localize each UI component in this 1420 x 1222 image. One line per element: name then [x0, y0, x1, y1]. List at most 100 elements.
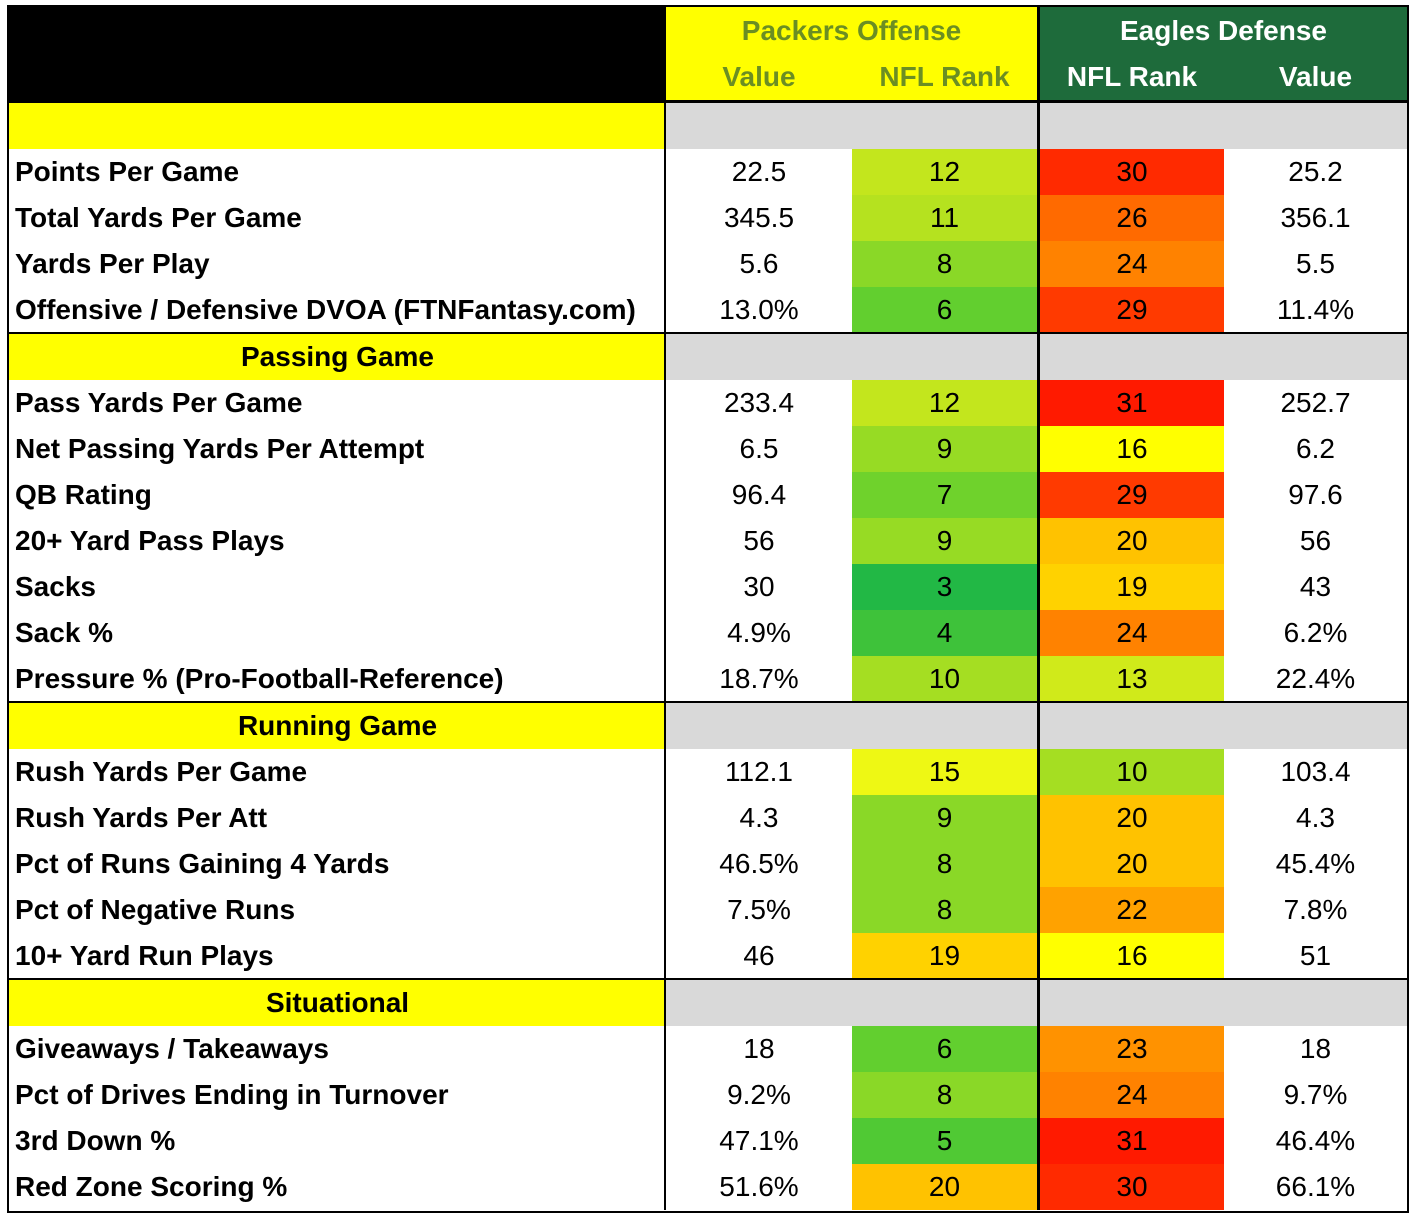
cell-def-rank: 31	[1040, 1118, 1224, 1164]
row-label: Pressure % (Pro-Football-Reference)	[9, 656, 666, 702]
row-label: Pct of Negative Runs	[9, 887, 666, 933]
cell-def-rank: 13	[1040, 656, 1224, 702]
row-label: Rush Yards Per Att	[9, 795, 666, 841]
row-label: 20+ Yard Pass Plays	[9, 518, 666, 564]
cell-off-rank: 10	[852, 656, 1037, 702]
row-label: Pass Yards Per Game	[9, 380, 666, 426]
cell-off-rank: 9	[852, 518, 1037, 564]
cell-off-rank: 4	[852, 610, 1037, 656]
cell-off-rank: 15	[852, 749, 1037, 795]
cell-def-rank: 19	[1040, 564, 1224, 610]
row-label: Pct of Drives Ending in Turnover	[9, 1072, 666, 1118]
section-divider	[9, 701, 1407, 704]
cell-off-rank: 8	[852, 887, 1037, 933]
cell-off-value: 112.1	[666, 749, 852, 795]
cell-def-value: 43	[1224, 564, 1407, 610]
header-corner	[9, 7, 666, 100]
cell-def-value: 18	[1224, 1026, 1407, 1072]
cell-def-rank: 24	[1040, 1072, 1224, 1118]
cell-off-value: 46	[666, 933, 852, 979]
cell-off-value: 47.1%	[666, 1118, 852, 1164]
cell-off-value: 9.2%	[666, 1072, 852, 1118]
cell-off-value: 5.6	[666, 241, 852, 287]
cell-def-value: 5.5	[1224, 241, 1407, 287]
cell-off-rank: 6	[852, 287, 1037, 333]
cell-off-value: 56	[666, 518, 852, 564]
row-label: Giveaways / Takeaways	[9, 1026, 666, 1072]
offense-defense-divider	[1037, 102, 1040, 1210]
section-divider	[9, 332, 1407, 335]
section-divider	[9, 978, 1407, 981]
cell-off-value: 30	[666, 564, 852, 610]
cell-def-value: 6.2	[1224, 426, 1407, 472]
cell-def-value: 45.4%	[1224, 841, 1407, 887]
col-header-def-rank: NFL Rank	[1040, 54, 1224, 100]
cell-off-value: 4.9%	[666, 610, 852, 656]
col-header-off-rank: NFL Rank	[852, 54, 1037, 100]
section-title: Passing Game	[9, 334, 666, 380]
cell-off-rank: 11	[852, 195, 1037, 241]
cell-def-rank: 30	[1040, 149, 1224, 195]
cell-def-rank: 30	[1040, 1164, 1224, 1210]
section-gray-band	[666, 103, 1407, 149]
cell-off-value: 7.5%	[666, 887, 852, 933]
cell-def-rank: 22	[1040, 887, 1224, 933]
cell-def-value: 9.7%	[1224, 1072, 1407, 1118]
cell-off-value: 13.0%	[666, 287, 852, 333]
cell-def-value: 103.4	[1224, 749, 1407, 795]
cell-def-value: 6.2%	[1224, 610, 1407, 656]
cell-def-value: 356.1	[1224, 195, 1407, 241]
cell-off-rank: 8	[852, 1072, 1037, 1118]
row-label: Red Zone Scoring %	[9, 1164, 666, 1210]
cell-off-value: 96.4	[666, 472, 852, 518]
row-label: Total Yards Per Game	[9, 195, 666, 241]
section-gray-band	[666, 703, 1407, 749]
cell-off-rank: 7	[852, 472, 1037, 518]
cell-def-value: 7.8%	[1224, 887, 1407, 933]
cell-off-value: 22.5	[666, 149, 852, 195]
cell-off-rank: 9	[852, 426, 1037, 472]
packers-eagles-divider	[1037, 7, 1040, 100]
cell-def-rank: 10	[1040, 749, 1224, 795]
cell-def-rank: 20	[1040, 841, 1224, 887]
section-gray-band	[666, 980, 1407, 1026]
row-label: 3rd Down %	[9, 1118, 666, 1164]
cell-off-value: 18.7%	[666, 656, 852, 702]
section-title	[9, 103, 666, 149]
cell-def-rank: 16	[1040, 933, 1224, 979]
cell-def-rank: 24	[1040, 610, 1224, 656]
cell-off-value: 4.3	[666, 795, 852, 841]
header-bottom-border	[9, 100, 1407, 103]
cell-def-rank: 20	[1040, 795, 1224, 841]
cell-off-value: 46.5%	[666, 841, 852, 887]
cell-off-rank: 3	[852, 564, 1037, 610]
row-label: Yards Per Play	[9, 241, 666, 287]
cell-def-value: 46.4%	[1224, 1118, 1407, 1164]
col-header-off-value: Value	[666, 54, 852, 100]
section-gray-band	[666, 334, 1407, 380]
cell-off-rank: 12	[852, 149, 1037, 195]
section-title: Running Game	[9, 703, 666, 749]
cell-def-value: 11.4%	[1224, 287, 1407, 333]
cell-def-value: 51	[1224, 933, 1407, 979]
cell-def-value: 4.3	[1224, 795, 1407, 841]
cell-off-value: 6.5	[666, 426, 852, 472]
cell-off-rank: 8	[852, 241, 1037, 287]
cell-off-value: 345.5	[666, 195, 852, 241]
cell-off-rank: 8	[852, 841, 1037, 887]
cell-def-rank: 26	[1040, 195, 1224, 241]
cell-off-rank: 9	[852, 795, 1037, 841]
cell-def-rank: 20	[1040, 518, 1224, 564]
packers-offense-title: Packers Offense	[666, 7, 1037, 54]
cell-def-rank: 24	[1040, 241, 1224, 287]
row-label: Offensive / Defensive DVOA (FTNFantasy.c…	[9, 287, 666, 333]
cell-def-value: 252.7	[1224, 380, 1407, 426]
cell-off-rank: 19	[852, 933, 1037, 979]
label-column-divider	[664, 102, 666, 1210]
row-label: 10+ Yard Run Plays	[9, 933, 666, 979]
eagles-defense-title: Eagles Defense	[1040, 7, 1407, 54]
section-title: Situational	[9, 980, 666, 1026]
cell-def-value: 97.6	[1224, 472, 1407, 518]
row-label: QB Rating	[9, 472, 666, 518]
cell-off-value: 233.4	[666, 380, 852, 426]
